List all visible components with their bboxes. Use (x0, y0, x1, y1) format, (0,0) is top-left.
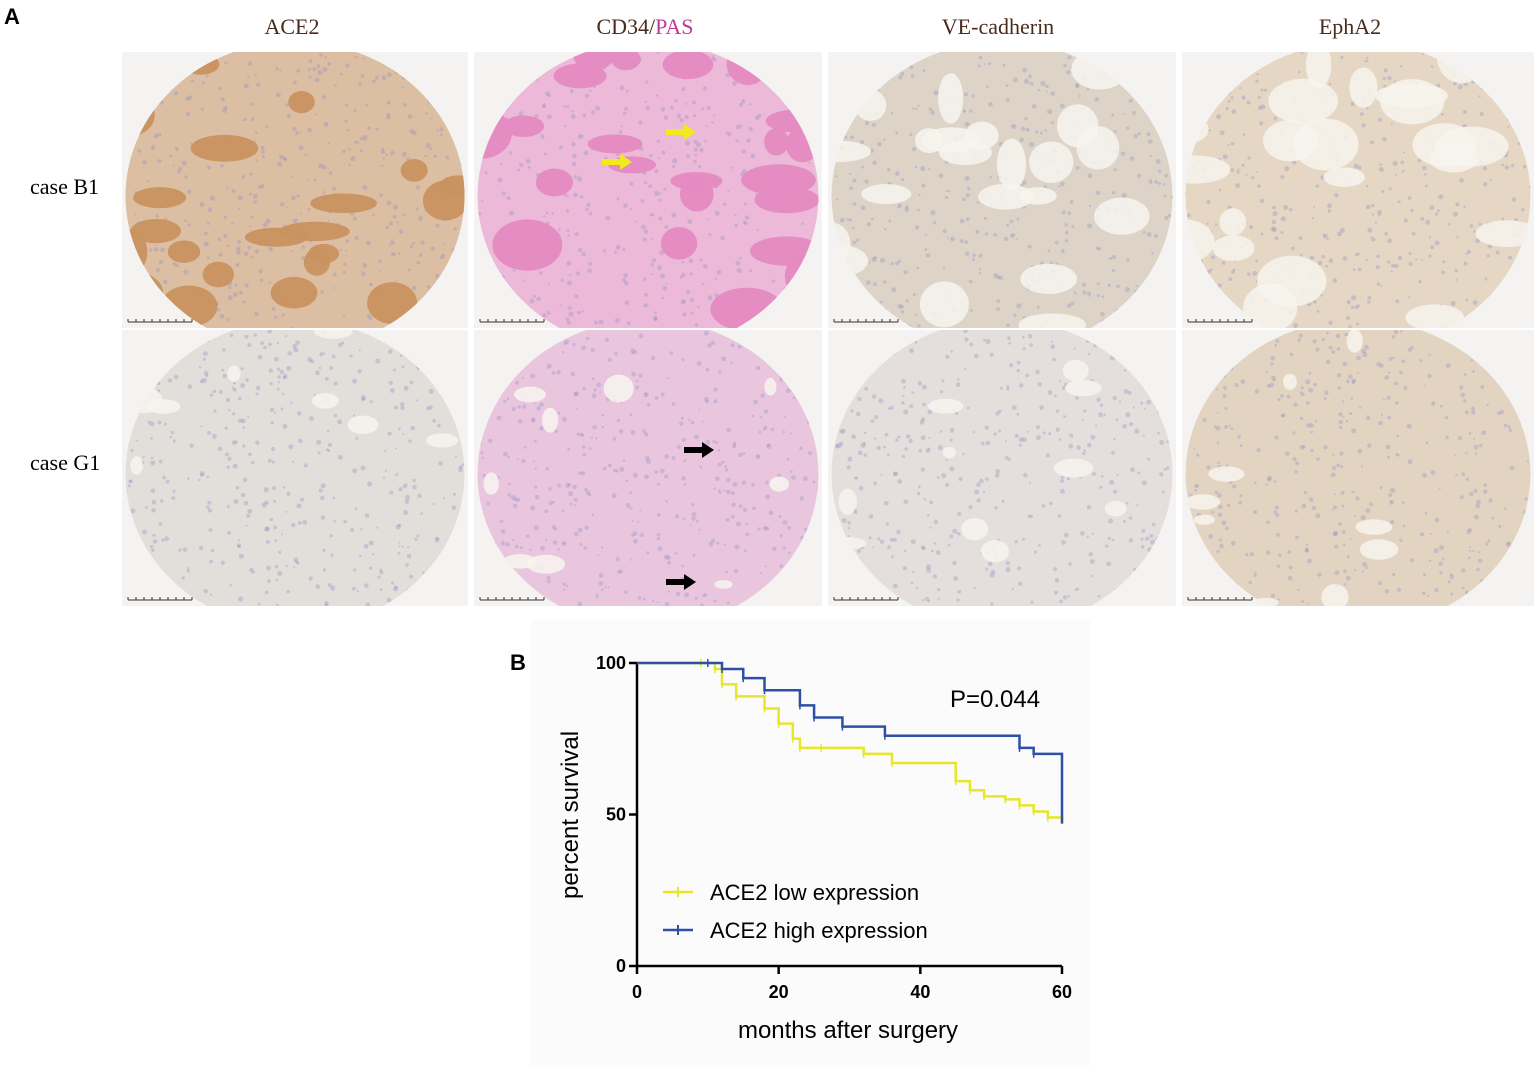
tissue-tile-ace2-case-b1 (122, 52, 468, 328)
survival-chart: 0 50 100 0 20 40 60 percent survival months af… (530, 620, 1090, 1067)
scale-bar (479, 597, 545, 601)
chart-series-lines (637, 659, 1064, 824)
legend-label: ACE2 high expression (710, 918, 928, 943)
black-arrow-1 (684, 442, 714, 458)
y-axis-label: percent survival (557, 731, 584, 899)
x-tick-label: 60 (1052, 982, 1072, 1002)
chart-axes: 0 50 100 0 20 40 60 (596, 653, 1072, 1002)
tissue-tile-epha2-case-b1 (1182, 52, 1534, 328)
y-tick-label: 100 (596, 653, 626, 673)
p-value-annotation: P=0.044 (950, 686, 1040, 713)
tissue-tile-ve-cadherin-case-g1 (828, 330, 1176, 606)
scale-bar (1187, 597, 1253, 601)
scale-bar (833, 597, 899, 601)
column-header-cd34: CD34/ (596, 14, 656, 39)
row-label-case-b1: case B1 (30, 174, 100, 199)
x-tick-label: 20 (769, 982, 789, 1002)
yellow-arrow-2 (602, 154, 632, 170)
column-header-pas: PAS (655, 14, 694, 39)
panel-a-letter: A (4, 4, 20, 29)
panel-b-letter: B (510, 650, 526, 675)
column-header-ve-cadherin: VE-cadherin (941, 14, 1055, 39)
legend-label: ACE2 low expression (710, 880, 919, 905)
x-axis-label: months after surgery (738, 1017, 958, 1044)
scale-bar (127, 319, 193, 323)
column-header-ace2: ACE2 (264, 14, 320, 39)
black-arrow-2 (666, 574, 696, 590)
x-tick-label: 40 (910, 982, 930, 1002)
y-tick-label: 50 (606, 805, 626, 825)
y-tick-label: 0 (616, 956, 626, 976)
scale-bar (833, 319, 899, 323)
scale-bar (1187, 319, 1253, 323)
tissue-tile-cd34-pas-case-b1 (474, 52, 822, 328)
tissue-tile-epha2-case-g1 (1182, 330, 1534, 606)
column-header-cd34-pas: CD34/PAS (475, 14, 815, 40)
tissue-tile-cd34-pas-case-g1 (474, 330, 822, 606)
scale-bar (479, 319, 545, 323)
tissue-tile-ace2-case-g1 (122, 330, 468, 606)
tissue-tile-ve-cadherin-case-b1 (828, 52, 1176, 328)
column-header-epha2: EphA2 (1318, 14, 1382, 39)
series-line-high-expression (637, 661, 1064, 824)
chart-legend: ACE2 low expression ACE2 high expression (663, 880, 928, 943)
x-tick-label: 0 (632, 982, 642, 1002)
row-label-case-g1: case G1 (30, 450, 101, 475)
yellow-arrow-1 (666, 124, 696, 140)
scale-bar (127, 597, 193, 601)
